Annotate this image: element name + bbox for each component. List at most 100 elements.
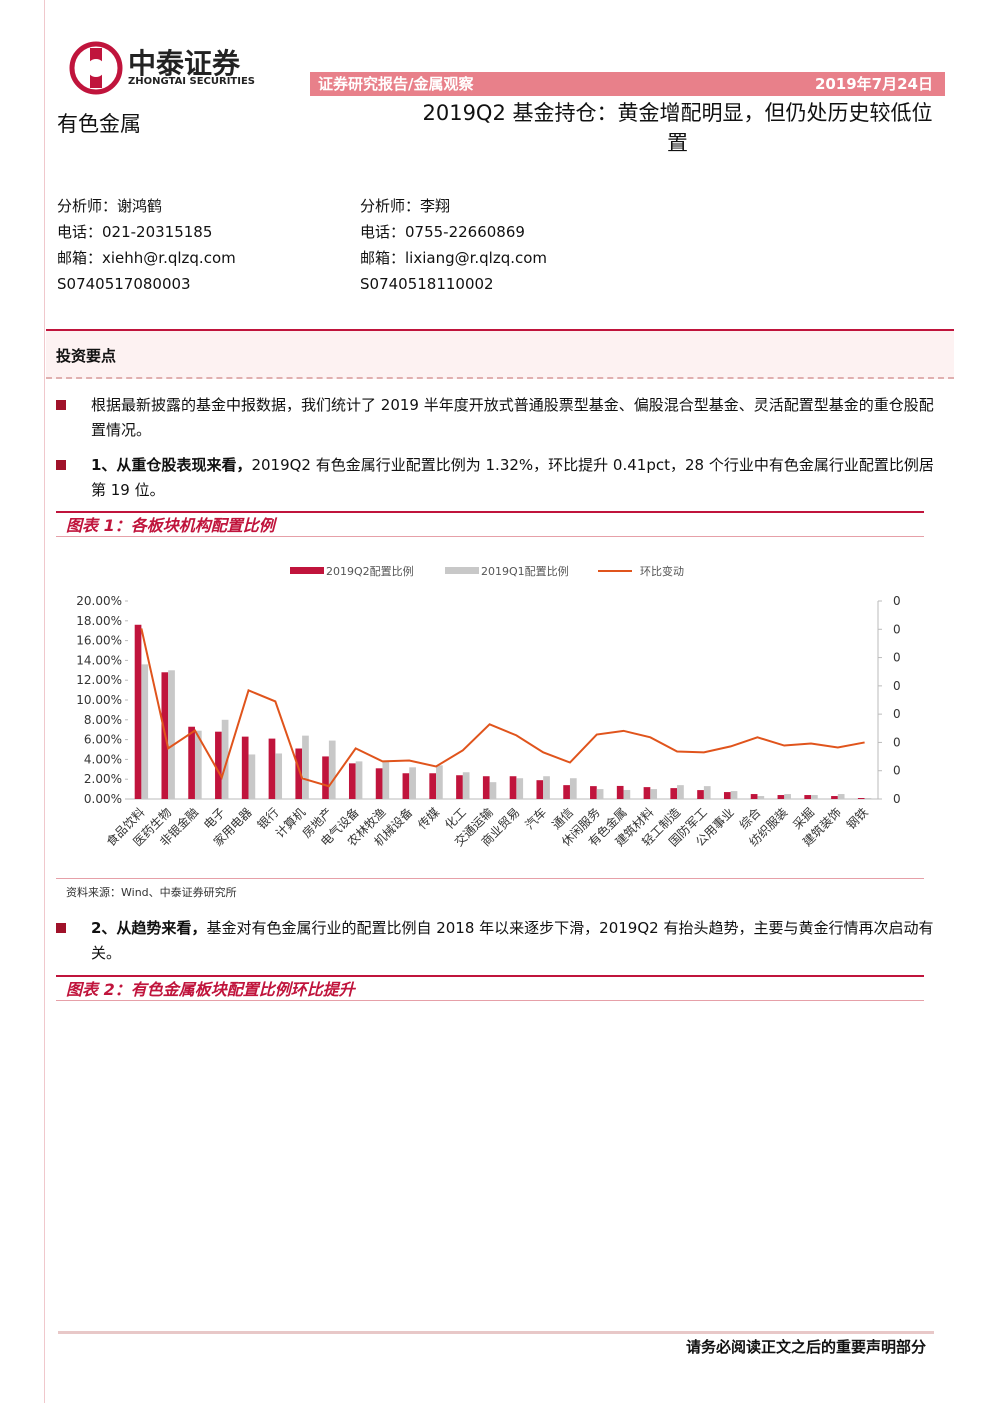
bar (697, 790, 704, 799)
bar (563, 785, 570, 799)
brand-en: ZHONGTAI SECURITIES (128, 76, 255, 87)
bar (382, 761, 390, 799)
y2-tick-label: 0 (893, 622, 901, 636)
y-tick-label: 8.00% (84, 713, 122, 727)
analyst-phone: 电话：021-20315185 (57, 223, 213, 241)
bar (804, 795, 812, 799)
bar (409, 767, 416, 799)
bar (596, 789, 604, 799)
logo (69, 41, 123, 95)
bar (757, 796, 765, 799)
bar (188, 726, 195, 799)
bar (134, 624, 142, 799)
y-tick-label: 16.00% (76, 634, 122, 648)
banner: 证券研究报告/金属观察 2019年7月24日 (310, 72, 945, 96)
y-tick-label: 4.00% (84, 752, 122, 766)
bullet-lead: 1、从重仓股表现来看， (91, 456, 252, 474)
y-tick-label: 10.00% (76, 693, 122, 707)
bar (723, 792, 731, 799)
bar (864, 798, 872, 799)
analyst: 分析师：谢鸿鹤 电话：021-20315185 邮箱：xiehh@r.qlzq.… (57, 193, 236, 297)
bar (248, 754, 256, 799)
legend-label: 2019Q2配置比例 (326, 564, 414, 578)
y2-tick-label: 0 (893, 707, 901, 721)
bar (536, 780, 544, 799)
bar (831, 796, 838, 799)
y-tick-label: 18.00% (76, 614, 122, 628)
report-title: 2019Q2 基金持仓：黄金增配明显，但仍处历史较低位置 (422, 101, 933, 155)
bar (462, 772, 470, 799)
bar (677, 785, 684, 799)
bar (429, 773, 437, 799)
y-tick-label: 6.00% (84, 733, 122, 747)
bar (302, 735, 309, 799)
bar (482, 776, 490, 799)
figure-title: 图表 1：各板块机构配置比例 (56, 511, 924, 537)
y2-tick-label: 0 (893, 764, 901, 778)
analyst: 分析师：李翔 电话：0755-22660869 邮箱：lixiang@r.qlz… (360, 193, 547, 297)
analyst-name: 分析师：谢鸿鹤 (57, 197, 163, 215)
footer: 请务必阅读正文之后的重要声明部分 (685, 1338, 926, 1356)
figure-source: 资料来源：Wind、中泰证券研究所 (66, 886, 237, 899)
bar (703, 786, 711, 799)
footer-rule (58, 1331, 934, 1334)
banner-right: 2019年7月24日 (814, 75, 933, 93)
bar (590, 786, 597, 799)
bar (456, 775, 463, 799)
bullet-lead: 2、从趋势来看， (91, 919, 207, 937)
bar (221, 719, 229, 799)
bullet: 1、从重仓股表现来看，2019Q2 有色金属行业配置比例为 1.32%，环比提升… (56, 453, 948, 503)
y2-tick-label: 0 (893, 792, 901, 806)
legend-swatch (445, 567, 479, 574)
analyst-email: 邮箱：lixiang@r.qlzq.com (360, 249, 548, 267)
y-tick-label: 20.00% (76, 594, 122, 608)
bullet-text: 根据最新披露的基金中报数据，我们统计了 2019 半年度开放式普通股票型基金、偏… (91, 396, 934, 439)
bar (643, 787, 651, 799)
sector: 有色金属 (57, 112, 141, 136)
y2-tick-label: 0 (893, 651, 901, 665)
analyst-id: S0740518110002 (360, 275, 494, 293)
analyst-id: S0740517080003 (57, 275, 191, 293)
bullet: 根据最新披露的基金中报数据，我们统计了 2019 半年度开放式普通股票型基金、偏… (56, 393, 948, 443)
legend-label: 环比变动 (640, 564, 684, 578)
analyst-phone: 电话：0755-22660869 (360, 223, 525, 241)
bar (750, 794, 758, 799)
bullet-text: 2019Q2 有色金属行业配置比例为 1.32%，环比提升 0.41pct，28… (91, 456, 934, 499)
y-tick-label: 12.00% (76, 673, 122, 687)
y2-tick-label: 0 (893, 679, 901, 693)
banner-left: 证券研究报告/金属观察 (318, 75, 474, 93)
bar (777, 795, 785, 799)
bar (436, 765, 443, 799)
analyst-name: 分析师：李翔 (360, 197, 451, 215)
y-tick-label: 2.00% (84, 772, 122, 786)
brand: 中泰证券 (128, 47, 241, 80)
bar (328, 740, 336, 799)
bar (375, 768, 383, 799)
bar (730, 791, 738, 799)
bar (275, 753, 283, 799)
section-title: 投资要点 (56, 347, 117, 365)
bullet-text: 基金对有色金属行业的配置比例自 2018 年以来逐步下滑，2019Q2 有抬头趋… (91, 919, 934, 962)
bar (141, 664, 149, 799)
y-tick-label: 0.00% (84, 792, 122, 806)
bar (295, 748, 303, 799)
bar (268, 738, 276, 799)
legend-swatch (290, 567, 324, 574)
bar (543, 776, 550, 799)
x-tick-label: 汽车 (522, 805, 550, 833)
bar (322, 756, 329, 799)
y2-tick-label: 0 (893, 735, 901, 749)
bar (489, 782, 497, 799)
bar (650, 789, 658, 799)
chart: 0.00% 2.00% 4.00% 6.00% 8.00% 10.00% 12.00% 14.… (76, 564, 901, 849)
bar (670, 788, 678, 799)
bar (516, 778, 524, 799)
bar (837, 794, 845, 799)
bar (348, 763, 356, 799)
bar (241, 736, 249, 799)
bar (509, 776, 517, 799)
bar (402, 773, 410, 799)
figure-title: 图表 2：有色金属板块配置比例环比提升 (56, 975, 924, 1001)
bar (784, 794, 791, 799)
